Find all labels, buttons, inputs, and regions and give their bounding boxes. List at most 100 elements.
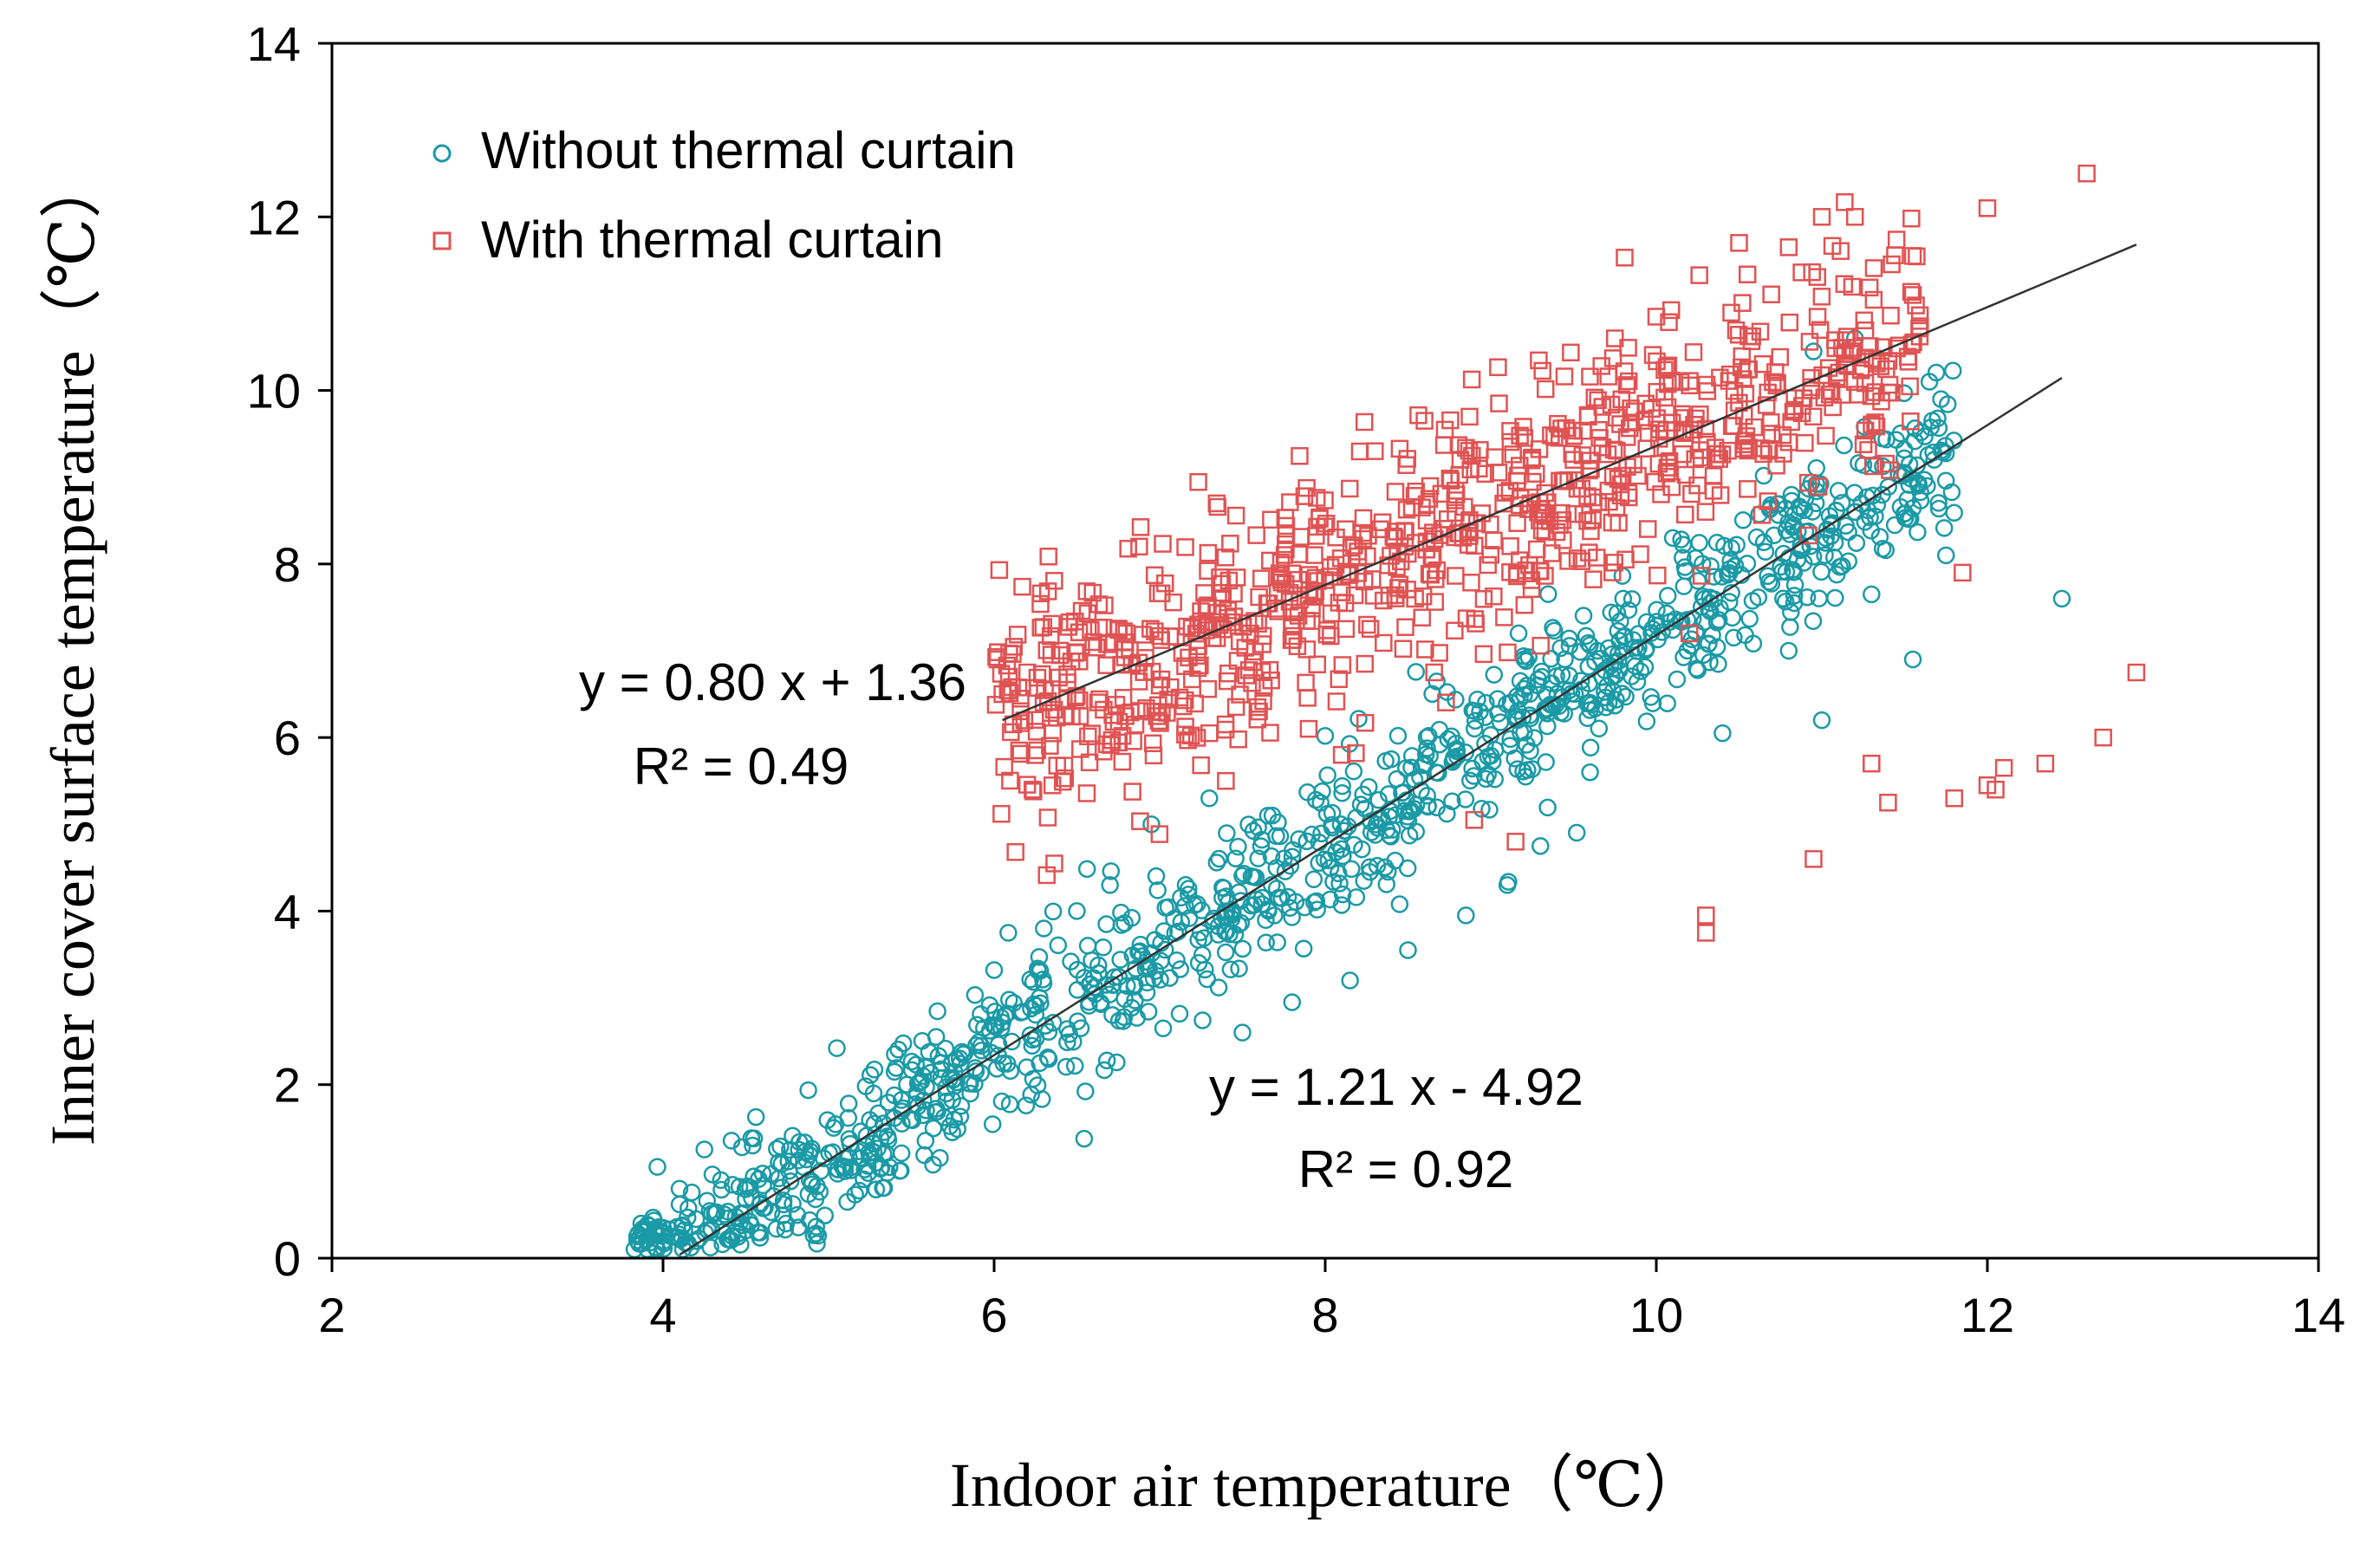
data-point bbox=[1148, 881, 1167, 899]
data-point bbox=[1221, 960, 1240, 979]
data-point bbox=[1435, 420, 1454, 439]
data-point bbox=[1035, 919, 1053, 938]
data-point bbox=[2036, 754, 2055, 773]
data-point bbox=[1792, 263, 1811, 282]
data-point bbox=[1011, 690, 1030, 708]
data-point bbox=[1139, 1003, 1158, 1021]
data-point bbox=[1388, 726, 1408, 745]
data-point bbox=[865, 1061, 884, 1079]
data-point bbox=[1431, 526, 1449, 544]
data-point bbox=[1863, 585, 1881, 604]
data-point bbox=[1785, 575, 1805, 594]
data-point bbox=[990, 561, 1009, 580]
data-point bbox=[1250, 702, 1268, 721]
data-point bbox=[733, 1216, 751, 1235]
data-point bbox=[1001, 771, 1019, 790]
data-point bbox=[1520, 706, 1539, 724]
data-point bbox=[1176, 538, 1194, 556]
data-point bbox=[1083, 951, 1101, 970]
data-point bbox=[1817, 426, 1835, 445]
data-point bbox=[1659, 356, 1678, 375]
data-point bbox=[1197, 598, 1216, 616]
data-point bbox=[1480, 801, 1499, 819]
data-point bbox=[1097, 915, 1115, 933]
data-point bbox=[695, 1140, 713, 1159]
data-point bbox=[1522, 580, 1541, 598]
data-point bbox=[1603, 349, 1622, 367]
data-point bbox=[861, 1066, 880, 1084]
data-point bbox=[1829, 482, 1848, 500]
data-point bbox=[1932, 390, 1950, 408]
data-point bbox=[1687, 659, 1706, 678]
data-point bbox=[1476, 735, 1494, 753]
data-point bbox=[1000, 644, 1018, 663]
data-point bbox=[1619, 372, 1638, 391]
data-point bbox=[1608, 604, 1627, 622]
data-point bbox=[1697, 906, 1715, 925]
data-point bbox=[1254, 691, 1272, 711]
data-point bbox=[1115, 1008, 1134, 1027]
data-point bbox=[1466, 536, 1484, 555]
data-point bbox=[1531, 500, 1551, 518]
data-point bbox=[1507, 471, 1526, 490]
data-point bbox=[1441, 411, 1460, 430]
data-point bbox=[1121, 640, 1139, 659]
data-point bbox=[1896, 504, 1915, 523]
y-tick-label: 0 bbox=[274, 1231, 301, 1286]
data-point bbox=[1609, 470, 1628, 488]
data-point bbox=[945, 1110, 964, 1129]
x-tick-label: 2 bbox=[318, 1288, 345, 1342]
data-point bbox=[629, 1224, 647, 1243]
data-point bbox=[737, 1190, 755, 1209]
data-point bbox=[1002, 723, 1020, 742]
data-point bbox=[1252, 569, 1271, 587]
data-point bbox=[1581, 738, 1600, 756]
data-point bbox=[1817, 534, 1835, 552]
data-point bbox=[1122, 908, 1141, 927]
data-point bbox=[1029, 678, 1047, 698]
data-point bbox=[999, 990, 1018, 1009]
data-point bbox=[1397, 456, 1415, 475]
data-point bbox=[1762, 413, 1780, 432]
data-point bbox=[1589, 493, 1608, 511]
data-point bbox=[1213, 620, 1232, 639]
data-point bbox=[1536, 523, 1555, 541]
data-point bbox=[1593, 398, 1612, 416]
data-point bbox=[1220, 925, 1239, 944]
data-point bbox=[1481, 546, 1500, 564]
data-point bbox=[1687, 409, 1705, 428]
data-point bbox=[1562, 343, 1580, 362]
data-point bbox=[1191, 656, 1209, 675]
data-point bbox=[1692, 567, 1711, 585]
data-point bbox=[1593, 438, 1612, 457]
data-point bbox=[1675, 424, 1694, 443]
data-point bbox=[1396, 523, 1414, 541]
data-point bbox=[1812, 711, 1831, 730]
data-point bbox=[1180, 909, 1199, 927]
data-point bbox=[1363, 570, 1382, 588]
data-point bbox=[1028, 668, 1047, 687]
data-point bbox=[1574, 607, 1593, 625]
data-point bbox=[1308, 517, 1326, 536]
data-point bbox=[1078, 604, 1097, 622]
data-point bbox=[1629, 639, 1648, 657]
data-point bbox=[842, 1161, 861, 1179]
data-point bbox=[1476, 464, 1494, 484]
data-point bbox=[1192, 756, 1210, 775]
data-point bbox=[1907, 296, 1925, 315]
data-point bbox=[1199, 679, 1218, 698]
data-point bbox=[1538, 798, 1557, 817]
data-point bbox=[985, 961, 1004, 979]
data-point bbox=[1143, 702, 1161, 721]
data-point bbox=[1018, 776, 1037, 794]
data-point bbox=[1621, 419, 1639, 438]
data-point bbox=[1736, 384, 1755, 403]
data-point bbox=[1344, 762, 1363, 781]
data-point bbox=[1637, 613, 1656, 632]
data-point bbox=[1704, 467, 1723, 485]
data-point bbox=[1882, 306, 1900, 325]
data-point bbox=[1080, 996, 1098, 1015]
data-point bbox=[1117, 624, 1136, 643]
data-point bbox=[1463, 446, 1481, 465]
